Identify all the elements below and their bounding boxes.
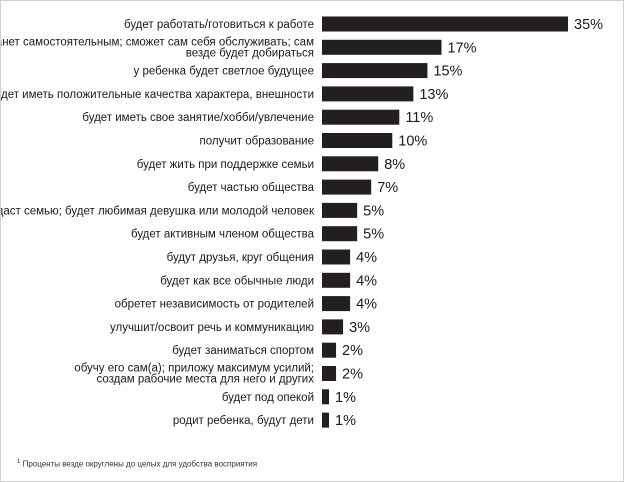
value-label: 2% bbox=[342, 343, 363, 359]
bar bbox=[322, 389, 330, 405]
bar bbox=[322, 366, 337, 381]
value-label: 5% bbox=[363, 203, 384, 219]
category-label: будет активным членом общества bbox=[131, 229, 315, 241]
value-label: 4% bbox=[356, 297, 377, 313]
category-label: будет частью общества bbox=[188, 182, 315, 194]
bar bbox=[322, 39, 442, 55]
value-label: 15% bbox=[433, 64, 462, 80]
category-label: будет работать/готовиться к работе bbox=[124, 19, 314, 31]
category-label: обретет независимость от родителей bbox=[115, 299, 314, 311]
bar-chart: будет работать/готовиться к работе 35% ста… bbox=[1, 16, 603, 429]
value-label: 3% bbox=[349, 320, 370, 336]
bar bbox=[322, 272, 351, 288]
category-label: будет заниматься спортом bbox=[172, 345, 314, 357]
bar bbox=[322, 249, 351, 265]
bar bbox=[322, 133, 393, 148]
category-label-line: создам рабочие места для него и других bbox=[96, 374, 314, 386]
category-label: будет жить при поддержке семьи bbox=[137, 159, 314, 171]
category-label: получит образование bbox=[200, 136, 314, 148]
category-label: будет под опекой bbox=[222, 392, 314, 404]
value-label: 8% bbox=[384, 157, 405, 173]
category-label: будет иметь свое занятие/хобби/увлечение bbox=[82, 112, 314, 124]
bar bbox=[322, 202, 358, 218]
value-label: 17% bbox=[447, 40, 476, 56]
bar bbox=[322, 319, 344, 335]
category-label: будет иметь положительные качества харак… bbox=[1, 89, 314, 101]
bar bbox=[322, 342, 337, 358]
bar bbox=[322, 86, 414, 102]
category-label-line: везде будет добираться bbox=[186, 47, 314, 59]
bar bbox=[322, 296, 351, 312]
footnote-marker: 1 bbox=[17, 459, 21, 465]
category-label-line: станет самостоятельным; сможет сам себя … bbox=[1, 36, 314, 48]
footnote-text: Проценты везде округлены до целых для уд… bbox=[20, 459, 258, 469]
category-label: родит ребенка, будут дети bbox=[173, 415, 314, 427]
category-label: улучшит/освоит речь и коммуникацию bbox=[110, 322, 314, 334]
value-label: 5% bbox=[363, 227, 384, 243]
value-label: 7% bbox=[377, 180, 398, 196]
category-label: будет как все обычные люди bbox=[160, 275, 314, 287]
value-label: 13% bbox=[419, 87, 448, 103]
footnote: 1 Проценты везде округлены до целых для … bbox=[17, 459, 257, 469]
value-label: 1% bbox=[335, 413, 356, 429]
value-label: 4% bbox=[356, 250, 377, 266]
bar bbox=[322, 412, 330, 428]
category-label-line: обучу его сам(а); приложу максимум усили… bbox=[74, 363, 314, 375]
value-label: 35% bbox=[574, 17, 603, 33]
category-label: станет самостоятельным; сможет сам себя … bbox=[1, 36, 314, 59]
value-label: 2% bbox=[342, 367, 363, 383]
bar bbox=[322, 16, 568, 32]
value-label: 1% bbox=[335, 390, 356, 406]
bar bbox=[322, 109, 400, 125]
category-label: создаст семью; будет любимая девушка или… bbox=[1, 205, 315, 217]
value-label: 11% bbox=[405, 110, 433, 126]
bar bbox=[322, 63, 428, 79]
bar bbox=[322, 179, 372, 195]
bar bbox=[322, 226, 358, 242]
category-label: обучу его сам(а); приложу максимум усили… bbox=[74, 363, 314, 386]
bar bbox=[322, 156, 379, 172]
value-label: 4% bbox=[356, 273, 377, 289]
category-label: будут друзья, круг общения bbox=[167, 252, 314, 264]
category-label: у ребенка будет светлое будущее bbox=[134, 66, 314, 78]
value-label: 10% bbox=[398, 134, 427, 150]
